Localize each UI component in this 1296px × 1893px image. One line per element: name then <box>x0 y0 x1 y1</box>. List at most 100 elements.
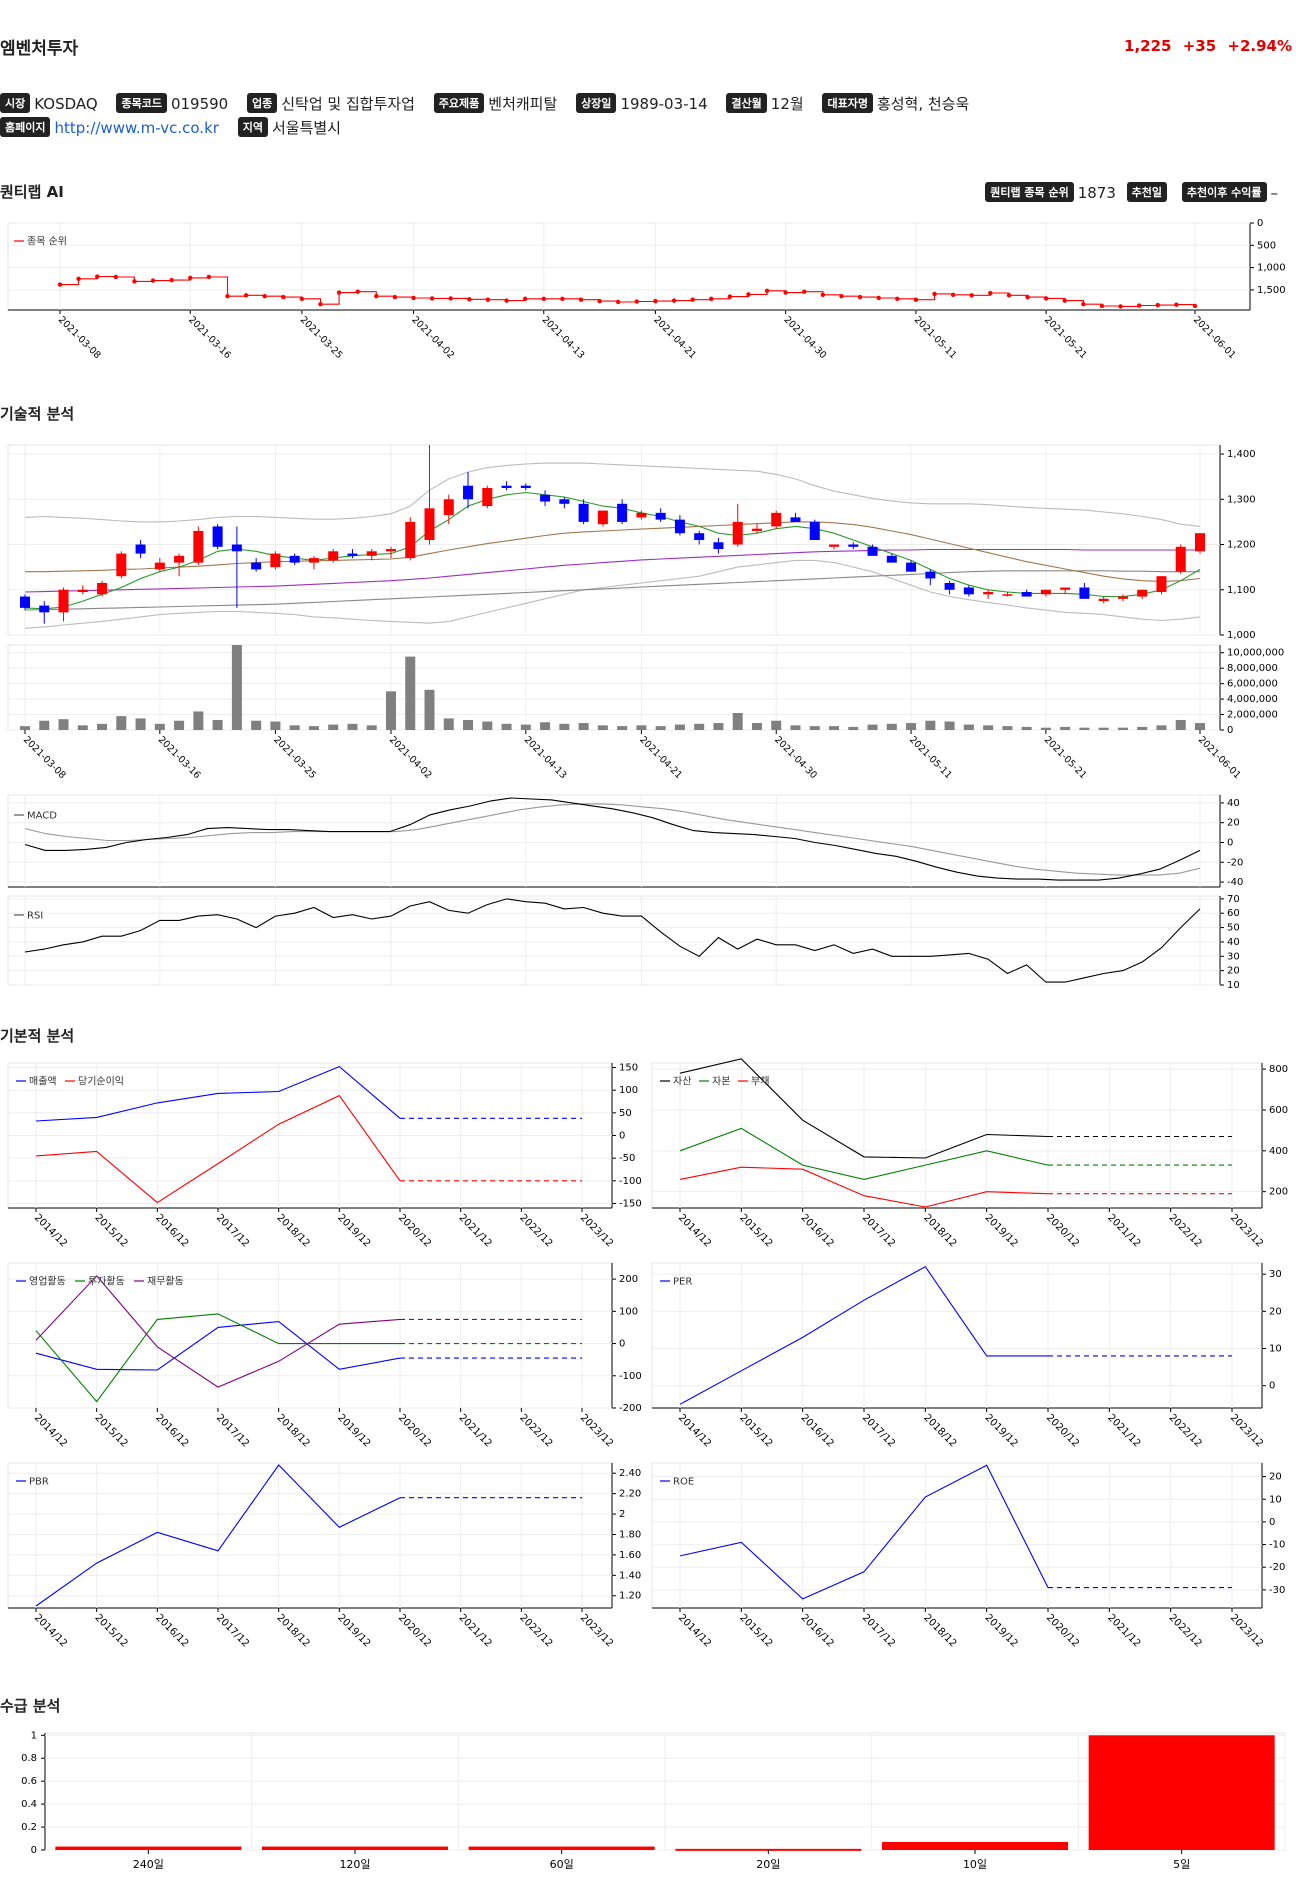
rank-x-tick-label: 2021-04-21 <box>651 314 698 361</box>
homepage-badge: 홈페이지 <box>0 117 51 137</box>
rank-point <box>355 289 360 294</box>
rank-point <box>913 297 919 302</box>
sales_income-series-line <box>35 1065 401 1122</box>
rank-y-tick-label: 0 <box>1257 218 1263 229</box>
homepage-link[interactable]: http://www.m-vc.co.kr <box>54 119 219 137</box>
volume-bar <box>135 718 146 730</box>
rank-point <box>988 290 993 296</box>
volume-bar <box>501 723 512 730</box>
rank-point <box>392 294 398 300</box>
sales_income-x-tick-label: 2014/12 <box>32 1212 69 1249</box>
candle-body <box>867 546 878 556</box>
roe-x-tick-label: 2019/12 <box>983 1612 1020 1649</box>
volume-bar <box>231 645 242 730</box>
sales_income-legend-label: 당기순이익 <box>78 1076 124 1088</box>
rank-point <box>132 279 137 284</box>
pbr-x-tick-label: 2020/12 <box>396 1612 433 1649</box>
price-box: 1,225 +35 +2.94% <box>1118 37 1292 55</box>
per-x-tick-label: 2019/12 <box>983 1412 1020 1449</box>
volume-bar <box>1040 727 1051 730</box>
per-x-tick-label: 2015/12 <box>737 1412 774 1449</box>
candle-body <box>20 596 30 608</box>
rank-x-tick-label: 2021-04-13 <box>540 314 587 361</box>
rsi-y-tick-label: 20 <box>1227 966 1240 977</box>
volume-bar <box>713 723 724 730</box>
volume-x-tick-label: 2021-04-21 <box>637 734 684 781</box>
candle-body <box>1098 598 1109 602</box>
roe-x-tick-label: 2016/12 <box>799 1612 836 1649</box>
volume-bar <box>597 725 608 730</box>
ma5-line <box>24 491 1201 610</box>
rank-point <box>727 294 733 299</box>
candle-body <box>231 544 242 552</box>
candle-body <box>809 521 820 540</box>
volume-bar <box>848 726 859 730</box>
rank-point <box>281 294 286 300</box>
cashflow-x-tick-label: 2016/12 <box>153 1412 190 1449</box>
supply-x-tick-label: 20일 <box>756 1857 780 1871</box>
rsi-y-tick-label: 40 <box>1227 937 1240 948</box>
ceo-badge: 대표자명 <box>822 93 873 113</box>
rank-point <box>839 293 844 299</box>
region-badge: 지역 <box>237 117 268 137</box>
pbr-x-tick-label: 2014/12 <box>32 1612 69 1649</box>
volume-bar <box>212 719 223 730</box>
volume-x-tick-label: 2021-04-30 <box>772 734 819 781</box>
volume-bar <box>674 724 685 730</box>
current-price: 1,225 <box>1124 37 1172 55</box>
roe-x-tick-label: 2023/12 <box>1228 1612 1265 1649</box>
roe-y-tick-label: 20 <box>1269 1472 1282 1483</box>
volume-bar <box>790 725 801 730</box>
rank-point <box>169 277 174 283</box>
candle-body <box>405 521 416 559</box>
cashflow-series-line <box>35 1321 401 1371</box>
sales_income-y-tick-label: 50 <box>619 1108 632 1119</box>
rank-badge: 퀀티랩 종목 순위 <box>985 182 1074 202</box>
rank-x-tick-label: 2021-05-21 <box>1042 314 1089 361</box>
volume-bar <box>405 656 416 730</box>
rank-value: 1873 <box>1077 184 1116 202</box>
volume-x-tick-label: 2021-05-21 <box>1042 734 1089 781</box>
pbr-x-tick-label: 2019/12 <box>335 1612 372 1649</box>
per-y-tick-label: 10 <box>1269 1344 1282 1355</box>
per-series-line <box>679 1265 1048 1405</box>
rank-x-tick-label: 2021-03-16 <box>186 314 233 361</box>
volume-bar <box>251 720 262 730</box>
supply-x-tick-label: 10일 <box>963 1857 987 1871</box>
rank-point <box>671 298 677 303</box>
candle-body <box>771 512 782 527</box>
balance-x-tick-label: 2018/12 <box>921 1212 958 1249</box>
per-x-tick-label: 2023/12 <box>1228 1412 1265 1449</box>
candle-body <box>135 544 146 554</box>
candle-body <box>906 562 917 572</box>
rank-series-line <box>60 275 1196 307</box>
supply-bar <box>1088 1735 1275 1850</box>
candle-body <box>347 553 358 556</box>
volume-bar <box>925 720 936 730</box>
supply-x-tick-label: 240일 <box>133 1857 164 1871</box>
rank-point <box>932 291 937 297</box>
volume-x-tick-label: 2021-05-11 <box>907 734 954 781</box>
volume-bar <box>328 724 339 730</box>
roe-legend-label: ROE <box>673 1477 694 1488</box>
volume-bar <box>520 724 531 730</box>
rsi-y-tick-label: 60 <box>1227 908 1240 919</box>
cashflow-x-tick-label: 2019/12 <box>335 1412 372 1449</box>
balance-x-tick-label: 2020/12 <box>1044 1212 1081 1249</box>
rank-point <box>541 296 546 302</box>
candle-body <box>540 494 551 502</box>
cashflow-series-line <box>35 1275 401 1388</box>
rank-point <box>820 292 826 298</box>
rank-point <box>374 293 379 299</box>
volume-bar <box>97 723 108 730</box>
volume-bar <box>154 723 165 730</box>
rank-x-tick-label: 2021-04-02 <box>409 314 456 361</box>
volume-x-tick-label: 2021-03-25 <box>271 734 318 781</box>
candle-body <box>1195 533 1205 552</box>
balance-y-tick-label: 800 <box>1269 1064 1288 1075</box>
sales_income-y-tick-label: 0 <box>619 1131 625 1142</box>
pbr-x-tick-label: 2023/12 <box>578 1612 615 1649</box>
candle-body <box>1021 592 1032 597</box>
macd-y-tick-label: 0 <box>1227 837 1233 848</box>
rank-point <box>318 302 323 307</box>
